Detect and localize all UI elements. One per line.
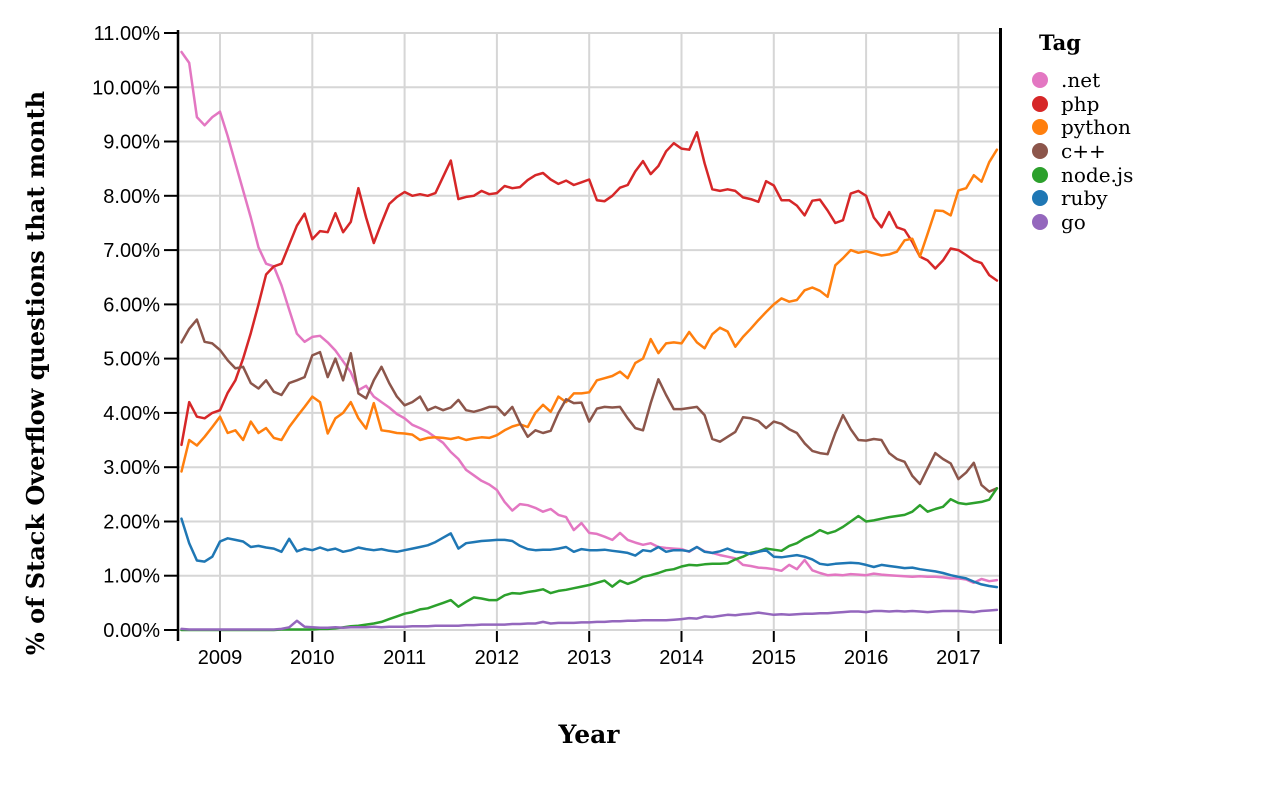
- legend-title: Tag: [1039, 30, 1081, 55]
- y-axis-title: % of Stack Overflow questions that month: [21, 90, 50, 656]
- legend-swatch-node-js: [1032, 166, 1048, 183]
- y-tick-label: 8.00%: [103, 186, 160, 208]
- legend-label: go: [1061, 209, 1086, 234]
- x-axis-title: Year: [558, 720, 620, 749]
- series-line-net: [180, 50, 999, 585]
- legend-item-php: php: [1031, 92, 1133, 116]
- series-line-go: [180, 608, 999, 631]
- y-tick-label: 7.00%: [103, 240, 160, 262]
- y-tick-label: 5.00%: [103, 349, 160, 371]
- legend-swatch-net: [1032, 71, 1048, 88]
- series-line-php: [180, 131, 999, 447]
- y-tick-label: 10.00%: [92, 77, 160, 99]
- legend-label: .net: [1061, 67, 1101, 92]
- legend-item-python: python: [1031, 115, 1133, 139]
- series-line-c: [180, 318, 999, 493]
- legend-label: php: [1061, 91, 1100, 116]
- series-line-ruby: [180, 517, 999, 589]
- legend-item-node-js: node.js: [1031, 163, 1133, 187]
- legend-item-net: .net: [1031, 68, 1133, 92]
- x-tick-label: 2017: [936, 647, 981, 669]
- y-tick-label: 11.00%: [94, 23, 161, 45]
- legend-item-c: c++: [1031, 139, 1133, 163]
- legend-items: .net php python c++ node.js ruby go: [1031, 68, 1133, 234]
- y-tick-label: 6.00%: [103, 294, 160, 316]
- series-line-node-js: [180, 487, 999, 632]
- x-tick-label: 2014: [659, 647, 704, 669]
- legend-label: ruby: [1061, 186, 1108, 211]
- legend-swatch-go: [1032, 213, 1048, 230]
- x-tick-label: 2012: [475, 647, 520, 669]
- x-tick-label: 2015: [752, 647, 797, 669]
- legend-label: python: [1061, 115, 1131, 140]
- x-tick-label: 2013: [567, 647, 612, 669]
- series-line-python: [180, 148, 999, 473]
- legend-item-go: go: [1031, 210, 1133, 234]
- y-tick-label: 4.00%: [103, 403, 160, 425]
- legend-item-ruby: ruby: [1031, 186, 1133, 210]
- legend-swatch-c: [1032, 142, 1048, 159]
- y-tick-label: 0.00%: [103, 620, 160, 642]
- legend-label: c++: [1061, 138, 1106, 163]
- legend-swatch-php: [1032, 95, 1048, 112]
- x-tick-label: 2016: [844, 647, 889, 669]
- y-tick-label: 2.00%: [103, 512, 160, 534]
- x-tick-label: 2011: [383, 647, 426, 669]
- legend: Tag .net php python c++ node.js ruby go: [1031, 30, 1133, 234]
- legend-swatch-python: [1032, 119, 1048, 136]
- y-tick-label: 9.00%: [103, 132, 160, 154]
- x-tick-label: 2010: [290, 647, 335, 669]
- legend-swatch-ruby: [1032, 190, 1048, 207]
- y-tick-label: 1.00%: [103, 566, 160, 588]
- x-tick-label: 2009: [198, 647, 243, 669]
- legend-label: node.js: [1061, 162, 1134, 187]
- y-tick-label: 3.00%: [103, 457, 160, 479]
